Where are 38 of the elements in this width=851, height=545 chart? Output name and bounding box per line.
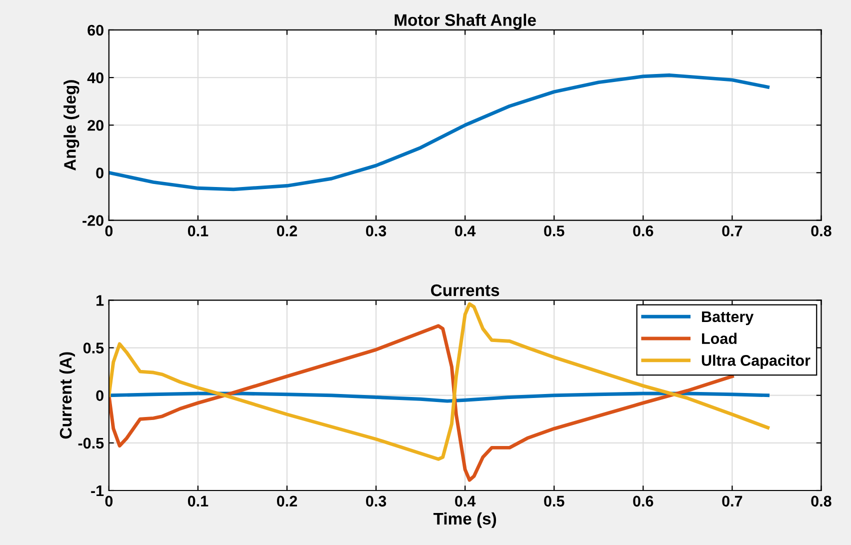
x-tick-label: 0.6: [633, 226, 654, 236]
x-tick-label: 0.8: [811, 496, 832, 507]
y-tick-label: 60: [88, 24, 104, 36]
x-tick-label: 0.1: [188, 496, 208, 507]
legend-label: Ultra Capacitor: [702, 354, 810, 369]
y-tick-label: 0.5: [83, 342, 104, 354]
line-series: [108, 392, 770, 403]
y-tick-label: 0: [96, 168, 104, 178]
y-tick-label: 40: [87, 72, 104, 84]
x-tick-label: 0.7: [722, 226, 742, 236]
y-tick-label: 1: [96, 295, 104, 306]
x-tick-label: 0.4: [455, 226, 476, 236]
legend-label: Battery: [702, 311, 754, 326]
x-tick-label: 0: [105, 226, 113, 236]
x-tick-label: 0.8: [811, 226, 832, 236]
y-tick-label: 20: [88, 120, 104, 131]
x-tick-label: 0: [105, 496, 113, 507]
chart-title: Motor Shaft Angle: [394, 14, 536, 30]
x-tick-label: 0.1: [188, 226, 208, 236]
y-tick-label: -0.5: [78, 438, 104, 449]
x-tick-label: 0.2: [276, 226, 298, 236]
line-series: [108, 73, 770, 192]
x-tick-label: 0.6: [633, 496, 654, 507]
x-tick-label: 0.3: [366, 496, 386, 507]
legend-label: Load: [702, 332, 736, 344]
y-axis-title: Angle (deg): [64, 80, 80, 171]
x-tick-label: 0.3: [366, 226, 386, 236]
x-tick-label: 0.7: [722, 496, 742, 507]
x-axis-title: Time (s): [433, 512, 496, 528]
x-tick-label: 0.2: [276, 496, 298, 507]
x-tick-label: 0.5: [544, 226, 564, 236]
y-tick-label: 0: [96, 390, 104, 402]
y-tick-label: -1: [91, 486, 104, 496]
y-axis-title: Current (A): [59, 352, 75, 439]
y-tick-label: -20: [82, 215, 104, 226]
chart-title: Currents: [431, 284, 500, 296]
x-tick-label: 0.4: [455, 496, 476, 507]
x-tick-label: 0.5: [544, 496, 564, 507]
